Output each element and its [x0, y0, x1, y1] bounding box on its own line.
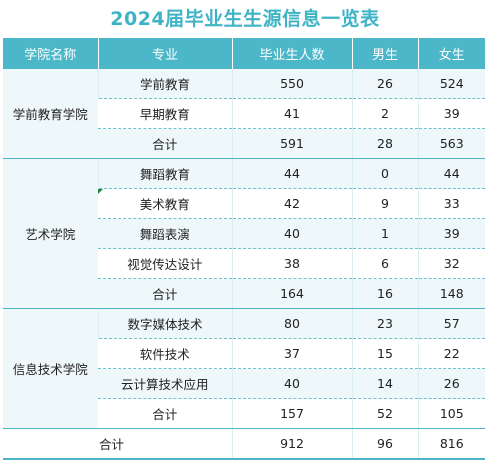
- header-major: 专业: [97, 38, 232, 69]
- school-name: 艺术学院: [3, 158, 98, 309]
- comment-marker: [98, 189, 103, 194]
- header-row: 学院名称 专业 毕业生人数 男生 女生: [3, 38, 485, 69]
- total-cell: 80: [231, 308, 352, 339]
- male-cell: 1: [351, 218, 418, 249]
- grand-male-cell: 96: [351, 428, 418, 460]
- total-cell: 40: [231, 368, 352, 399]
- major-cell: 视觉传达设计: [98, 248, 232, 279]
- total-cell: 591: [231, 128, 352, 159]
- total-cell: 550: [231, 69, 352, 99]
- table-row: 学前教育学院 学前教育 550 26 524: [3, 69, 485, 159]
- header-school: 学院名称: [3, 38, 98, 69]
- table-row: 艺术学院 舞蹈教育 44 0 44: [3, 158, 485, 309]
- total-cell: 157: [231, 398, 352, 429]
- table-row: 舞蹈表演 40 1 39: [3, 218, 485, 249]
- table-row: 软件技术 37 15 22: [3, 338, 485, 369]
- major-cell: 舞蹈教育: [97, 158, 232, 189]
- male-cell: 28: [351, 128, 418, 159]
- subtotal-row: 合计 157 52 105: [3, 398, 485, 429]
- major-cell: 美术教育: [98, 188, 232, 219]
- grand-total-row: 合计 912 96 816: [3, 428, 485, 460]
- female-cell: 22: [417, 338, 485, 369]
- female-cell: 105: [417, 398, 485, 429]
- male-cell: 52: [351, 398, 418, 429]
- subtotal-row: 合计 591 28 563: [3, 128, 485, 159]
- major-cell: 云计算技术应用: [98, 368, 232, 399]
- female-cell: 524: [417, 69, 485, 99]
- female-cell: 39: [417, 98, 485, 129]
- male-cell: 15: [351, 338, 418, 369]
- total-cell: 37: [231, 338, 352, 369]
- subtotal-row: 合计 164 16 148: [3, 278, 485, 309]
- header-male: 男生: [351, 38, 418, 69]
- male-cell: 16: [351, 278, 418, 309]
- table-row: 美术教育 42 9 33: [3, 188, 485, 219]
- major-cell: 舞蹈表演: [98, 218, 232, 249]
- male-cell: 6: [351, 248, 418, 279]
- female-cell: 39: [417, 218, 485, 249]
- major-cell: 数字媒体技术: [97, 308, 232, 339]
- female-cell: 44: [417, 158, 485, 189]
- table-row: 信息技术学院 数字媒体技术 80 23 57: [3, 308, 485, 429]
- grand-total-label: 合计: [3, 428, 232, 460]
- male-cell: 23: [351, 308, 418, 339]
- table-row: 视觉传达设计 38 6 32: [3, 248, 485, 279]
- total-cell: 40: [231, 218, 352, 249]
- male-cell: 2: [351, 98, 418, 129]
- female-cell: 57: [417, 308, 485, 339]
- male-cell: 9: [351, 188, 418, 219]
- female-cell: 32: [417, 248, 485, 279]
- total-cell: 41: [231, 98, 352, 129]
- female-cell: 26: [417, 368, 485, 399]
- total-cell: 38: [231, 248, 352, 279]
- major-label: 美术教育: [139, 197, 190, 212]
- graduate-table: 学院名称 专业 毕业生人数 男生 女生 学前教育学院 学前教育 550 26 5…: [3, 38, 485, 460]
- grand-total-cell: 912: [231, 428, 352, 460]
- major-cell: 学前教育: [97, 69, 232, 99]
- female-cell: 148: [417, 278, 485, 309]
- school-name: 学前教育学院: [3, 69, 98, 159]
- total-cell: 44: [231, 158, 352, 189]
- grand-female-cell: 816: [417, 428, 485, 460]
- male-cell: 14: [351, 368, 418, 399]
- male-cell: 0: [351, 158, 418, 189]
- female-cell: 563: [417, 128, 485, 159]
- female-cell: 33: [417, 188, 485, 219]
- table-row: 早期教育 41 2 39: [3, 98, 485, 129]
- total-cell: 42: [231, 188, 352, 219]
- male-cell: 26: [351, 69, 418, 99]
- header-total: 毕业生人数: [231, 38, 352, 69]
- major-cell: 合计: [98, 128, 232, 159]
- page-title: 2024届毕业生生源信息一览表: [110, 8, 380, 30]
- major-cell: 早期教育: [98, 98, 232, 129]
- total-cell: 164: [231, 278, 352, 309]
- major-cell: 软件技术: [98, 338, 232, 369]
- school-name: 信息技术学院: [3, 308, 98, 429]
- major-cell: 合计: [98, 398, 232, 429]
- major-cell: 合计: [98, 278, 232, 309]
- table-row: 云计算技术应用 40 14 26: [3, 368, 485, 399]
- header-female: 女生: [417, 38, 485, 69]
